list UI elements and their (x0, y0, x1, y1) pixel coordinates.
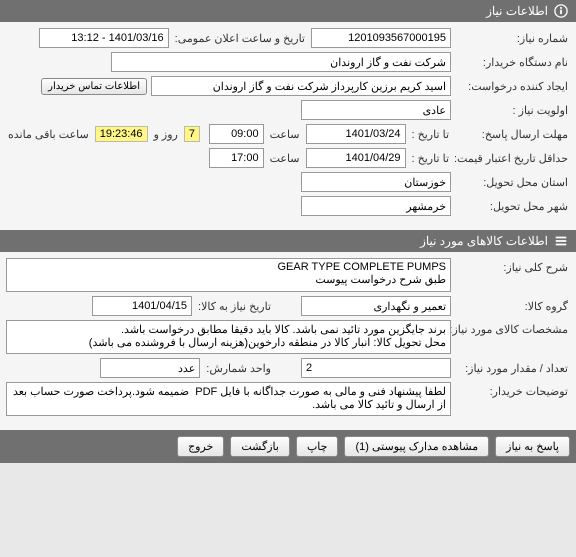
list-icon (554, 234, 568, 248)
buyer-field[interactable] (111, 52, 451, 72)
countdown: 19:23:46 (95, 126, 148, 142)
city-label: شهر محل تحویل: (455, 200, 570, 213)
qty-label: تعداد / مقدار مورد نیاز: (455, 362, 570, 375)
deadline-time-field[interactable] (209, 124, 264, 144)
button-bar: پاسخ به نیاز مشاهده مدارک پیوستی (1) چاپ… (0, 430, 576, 463)
need-number-field[interactable] (311, 28, 451, 48)
need-date-label: تاریخ نیاز به کالا: (196, 300, 273, 313)
price-time-label: ساعت (268, 152, 302, 165)
attachments-button[interactable]: مشاهده مدارک پیوستی (1) (344, 436, 489, 457)
to-date-label: تا تاریخ : (410, 128, 451, 141)
need-info-title: اطلاعات نیاز (486, 4, 548, 18)
need-date-field[interactable] (92, 296, 192, 316)
price-to-date-label: تا تاریخ : (410, 152, 451, 165)
items-info-body: شرح کلی نیاز: گروه کالا: تاریخ نیاز به ک… (0, 252, 576, 430)
desc-label: شرح کلی نیاز: (455, 258, 570, 274)
creator-label: ایجاد کننده درخواست: (455, 80, 570, 93)
reply-button[interactable]: پاسخ به نیاز (495, 436, 570, 457)
announce-label: تاریخ و ساعت اعلان عمومی: (173, 32, 307, 45)
spec-field[interactable] (6, 320, 451, 354)
exit-button[interactable]: خروج (177, 436, 224, 457)
contact-buyer-button[interactable]: اطلاعات تماس خریدار (41, 78, 147, 95)
days-remaining: 7 (184, 126, 200, 142)
print-button[interactable]: چاپ (296, 436, 339, 457)
group-label: گروه کالا: (455, 300, 570, 313)
buyer-notes-field[interactable] (6, 382, 451, 416)
buyer-notes-label: توضیحات خریدار: (455, 382, 570, 398)
remain-word: ساعت باقی مانده (6, 128, 91, 141)
province-label: استان محل تحویل: (455, 176, 570, 189)
items-info-header: اطلاعات کالاهای مورد نیاز (0, 230, 576, 252)
province-field[interactable] (301, 172, 451, 192)
need-number-label: شماره نیاز: (455, 32, 570, 45)
need-info-body: شماره نیاز: تاریخ و ساعت اعلان عمومی: نا… (0, 22, 576, 230)
back-button[interactable]: بازگشت (230, 436, 290, 457)
deadline-label: مهلت ارسال پاسخ: (455, 128, 570, 141)
spec-label: مشخصات کالای مورد نیاز: (455, 320, 570, 336)
unit-label: واحد شمارش: (204, 362, 273, 375)
priority-label: اولویت نیاز : (455, 104, 570, 117)
priority-field[interactable] (301, 100, 451, 120)
group-field[interactable] (301, 296, 451, 316)
deadline-date-field[interactable] (306, 124, 406, 144)
qty-field[interactable] (301, 358, 451, 378)
items-info-title: اطلاعات کالاهای مورد نیاز (420, 234, 548, 248)
desc-field[interactable] (6, 258, 451, 292)
unit-field[interactable] (100, 358, 200, 378)
announce-field[interactable] (39, 28, 169, 48)
buyer-label: نام دستگاه خریدار: (455, 56, 570, 69)
days-word: روز و (152, 128, 180, 141)
info-icon (554, 4, 568, 18)
need-info-header: اطلاعات نیاز (0, 0, 576, 22)
city-field[interactable] (301, 196, 451, 216)
deadline-time-label: ساعت (268, 128, 302, 141)
price-date-field[interactable] (306, 148, 406, 168)
price-time-field[interactable] (209, 148, 264, 168)
creator-field[interactable] (151, 76, 451, 96)
price-validity-label: حداقل تاریخ اعتبار قیمت: (455, 152, 570, 165)
